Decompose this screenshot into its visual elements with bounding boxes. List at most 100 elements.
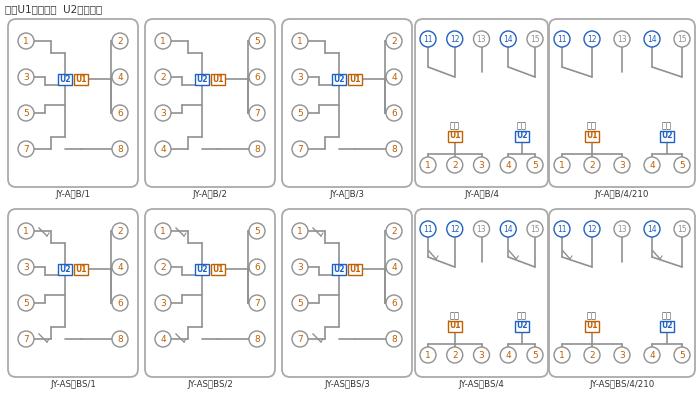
Circle shape: [674, 31, 690, 47]
Circle shape: [447, 157, 463, 173]
Circle shape: [18, 223, 34, 239]
Bar: [585, 321, 599, 332]
Bar: [448, 130, 462, 142]
Bar: [585, 130, 599, 142]
Circle shape: [18, 33, 34, 49]
Circle shape: [18, 259, 34, 275]
Circle shape: [674, 347, 690, 363]
Bar: [332, 74, 346, 85]
Circle shape: [447, 31, 463, 47]
Text: 5: 5: [532, 351, 538, 360]
Circle shape: [554, 31, 570, 47]
Circle shape: [473, 347, 489, 363]
FancyBboxPatch shape: [8, 209, 138, 377]
Text: U1: U1: [76, 74, 87, 83]
Text: 15: 15: [677, 34, 687, 43]
Circle shape: [584, 31, 600, 47]
Text: 1: 1: [425, 160, 431, 169]
Text: JY-AS、BS/4: JY-AS、BS/4: [458, 380, 505, 389]
Circle shape: [527, 157, 543, 173]
Bar: [660, 130, 674, 142]
Circle shape: [386, 223, 402, 239]
Text: 12: 12: [587, 225, 596, 234]
Circle shape: [249, 259, 265, 275]
Text: 启动: 启动: [517, 121, 526, 130]
Text: 启动: 启动: [662, 121, 672, 130]
Circle shape: [112, 105, 128, 121]
Circle shape: [527, 31, 543, 47]
Text: 8: 8: [117, 335, 123, 344]
Text: 3: 3: [619, 351, 625, 360]
Circle shape: [614, 31, 630, 47]
Circle shape: [292, 223, 308, 239]
Text: 4: 4: [505, 351, 511, 360]
Circle shape: [584, 347, 600, 363]
Text: 13: 13: [617, 34, 626, 43]
Circle shape: [292, 259, 308, 275]
Circle shape: [473, 157, 489, 173]
Text: JY-AS、BS/4/210: JY-AS、BS/4/210: [589, 380, 654, 389]
FancyBboxPatch shape: [415, 19, 548, 187]
Text: U1: U1: [76, 265, 87, 274]
Circle shape: [420, 221, 436, 237]
Text: 14: 14: [648, 225, 657, 234]
Text: 2: 2: [452, 351, 458, 360]
Text: 电源: 电源: [587, 312, 597, 321]
Text: 1: 1: [23, 227, 29, 236]
Bar: [195, 263, 209, 274]
Text: 15: 15: [530, 225, 540, 234]
Circle shape: [644, 31, 660, 47]
Text: 启动: 启动: [517, 312, 526, 321]
Circle shape: [584, 221, 600, 237]
Text: 15: 15: [677, 225, 687, 234]
Text: 启动: 启动: [662, 312, 672, 321]
Circle shape: [386, 69, 402, 85]
Text: U2: U2: [662, 132, 673, 141]
Text: 电源: 电源: [449, 312, 460, 321]
Text: 5: 5: [23, 108, 29, 117]
Text: 3: 3: [297, 72, 303, 81]
Circle shape: [554, 157, 570, 173]
Text: 1: 1: [160, 36, 166, 45]
Text: 4: 4: [649, 160, 654, 169]
Text: 5: 5: [679, 351, 685, 360]
Text: 8: 8: [254, 144, 260, 153]
Text: 8: 8: [391, 144, 397, 153]
Circle shape: [386, 105, 402, 121]
Circle shape: [112, 259, 128, 275]
Text: JY-AS、BS/2: JY-AS、BS/2: [187, 380, 233, 389]
Circle shape: [155, 141, 171, 157]
Text: 14: 14: [503, 34, 513, 43]
Circle shape: [112, 33, 128, 49]
FancyBboxPatch shape: [145, 19, 275, 187]
Text: 5: 5: [254, 227, 260, 236]
Circle shape: [249, 105, 265, 121]
Text: 2: 2: [391, 36, 397, 45]
Circle shape: [249, 295, 265, 311]
Circle shape: [527, 347, 543, 363]
Circle shape: [112, 331, 128, 347]
Text: JY-A、B/4/210: JY-A、B/4/210: [595, 190, 649, 199]
FancyBboxPatch shape: [549, 19, 695, 187]
Text: U1: U1: [587, 132, 598, 141]
Bar: [58, 74, 72, 85]
Circle shape: [112, 295, 128, 311]
Text: U2: U2: [333, 74, 344, 83]
FancyBboxPatch shape: [282, 19, 412, 187]
Bar: [332, 263, 346, 274]
Circle shape: [386, 33, 402, 49]
Bar: [348, 263, 362, 274]
Circle shape: [18, 105, 34, 121]
Text: 电源: 电源: [587, 121, 597, 130]
Text: 5: 5: [679, 160, 685, 169]
Circle shape: [584, 157, 600, 173]
Circle shape: [155, 259, 171, 275]
Text: U1: U1: [212, 265, 224, 274]
Circle shape: [386, 259, 402, 275]
Circle shape: [500, 157, 517, 173]
Text: 4: 4: [505, 160, 511, 169]
Circle shape: [18, 141, 34, 157]
Text: 2: 2: [589, 160, 595, 169]
Text: 注：U1辅助电源  U2整定电压: 注：U1辅助电源 U2整定电压: [5, 4, 102, 14]
Circle shape: [249, 33, 265, 49]
